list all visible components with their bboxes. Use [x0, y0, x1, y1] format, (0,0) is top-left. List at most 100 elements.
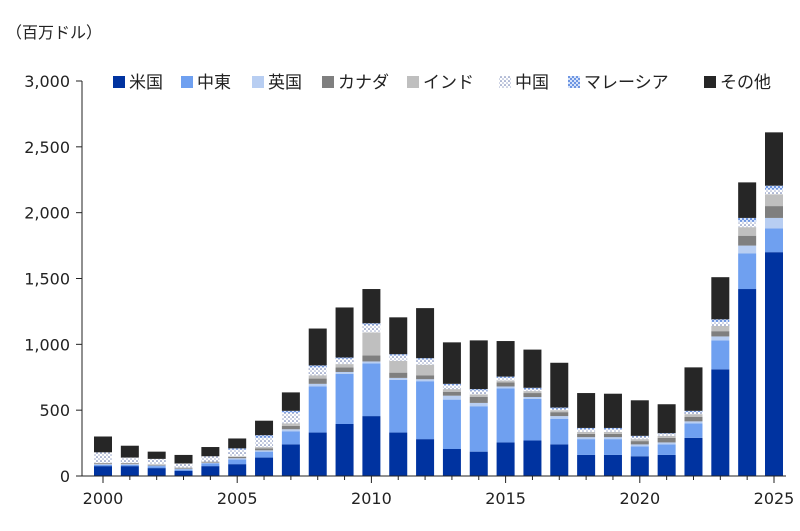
bar-segment-その他-2005 — [228, 438, 247, 449]
bar-2001 — [120, 445, 139, 476]
bar-2004 — [201, 447, 220, 476]
bar-segment-インド-2008 — [308, 375, 327, 379]
bar-segment-中東-2013 — [442, 399, 461, 450]
bar-segment-インド-2020 — [630, 439, 649, 442]
bar-segment-マレーシア-2023 — [711, 319, 730, 322]
legend-item-カナダ: カナダ — [322, 73, 389, 93]
bar-segment-中東-2017 — [550, 418, 569, 445]
bar-segment-インド-2024 — [738, 227, 757, 236]
bar-segment-中国-2019 — [603, 429, 622, 432]
bar-segment-米国-2008 — [308, 432, 327, 476]
bar-segment-中国-2006 — [255, 437, 274, 448]
legend-label: インド — [423, 73, 474, 93]
bar-segment-中東-2021 — [657, 444, 676, 455]
bar-segment-インド-2009 — [335, 364, 354, 368]
bar-segment-その他-2024 — [738, 182, 757, 218]
bar-segment-中東-2020 — [630, 446, 649, 457]
bar-segment-マレーシア-2008 — [308, 365, 327, 368]
x-tick-label: 2005 — [217, 489, 258, 508]
bar-segment-カナダ-2011 — [389, 372, 408, 378]
bar-segment-中国-2022 — [684, 412, 703, 415]
bar-segment-カナダ-2018 — [577, 433, 596, 438]
bar-segment-英国-2009 — [335, 371, 354, 374]
bar-segment-英国-2007 — [281, 429, 300, 432]
bar-segment-インド-2013 — [442, 389, 461, 392]
bar-segment-英国-2000 — [94, 464, 112, 465]
bar-segment-その他-2004 — [201, 447, 220, 457]
y-tick-label: 500 — [39, 401, 70, 420]
bar-segment-中国-2020 — [630, 436, 649, 440]
bar-segment-中国-2000 — [94, 452, 112, 463]
bar-segment-カナダ-2012 — [416, 375, 435, 380]
bar-segment-中東-2025 — [765, 228, 783, 253]
bar-segment-インド-2025 — [765, 194, 783, 207]
bar-segment-英国-2001 — [120, 464, 139, 465]
x-tick-label: 2025 — [754, 489, 795, 508]
bars — [94, 132, 783, 476]
bar-segment-インド-2005 — [228, 456, 247, 457]
bar-segment-その他-2013 — [442, 342, 461, 384]
bar-segment-インド-2016 — [523, 391, 542, 394]
legend-swatch — [704, 76, 716, 88]
y-tick-label: 0 — [60, 467, 70, 486]
legend-swatch — [407, 76, 419, 88]
bar-segment-米国-2009 — [335, 423, 354, 476]
bar-segment-その他-2019 — [603, 393, 622, 428]
bar-segment-マレーシア-2025 — [765, 185, 783, 190]
bar-segment-カナダ-2002 — [147, 464, 166, 466]
bar-segment-その他-2012 — [416, 308, 435, 359]
y-tick-label: 3,000 — [24, 72, 70, 91]
bar-segment-中東-2009 — [335, 373, 354, 424]
bar-segment-中国-2005 — [228, 449, 247, 457]
bar-segment-英国-2025 — [765, 217, 783, 229]
legend-item-中国: 中国 — [499, 73, 549, 93]
bar-segment-米国-2012 — [416, 439, 435, 476]
bar-segment-中国-2013 — [442, 385, 461, 390]
bar-segment-カナダ-2019 — [603, 433, 622, 438]
bar-segment-カナダ-2017 — [550, 412, 569, 417]
bar-segment-マレーシア-2018 — [577, 427, 596, 430]
bar-segment-マレーシア-2005 — [228, 448, 247, 450]
bar-segment-その他-2006 — [255, 420, 274, 436]
bar-2002 — [147, 451, 166, 476]
bar-segment-米国-2023 — [711, 369, 730, 476]
legend-item-その他: その他 — [704, 73, 771, 93]
bar-segment-マレーシア-2022 — [684, 410, 703, 413]
x-tick-label: 2000 — [83, 489, 124, 508]
bar-segment-中国-2017 — [550, 408, 569, 411]
bar-segment-カナダ-2015 — [496, 382, 515, 387]
bar-segment-インド-2010 — [362, 332, 381, 356]
bar-segment-中東-2005 — [228, 459, 247, 465]
bar-segment-マレーシア-2011 — [389, 354, 408, 356]
bar-2015 — [496, 341, 515, 476]
bar-segment-カナダ-2023 — [711, 331, 730, 337]
bar-segment-中国-2021 — [657, 433, 676, 436]
legend-label: カナダ — [338, 73, 389, 93]
bar-segment-インド-2004 — [201, 461, 220, 463]
legend-swatch — [181, 76, 193, 88]
bar-segment-中国-2023 — [711, 321, 730, 326]
legend-swatch — [568, 76, 580, 88]
bar-segment-カナダ-2008 — [308, 378, 327, 384]
bar-2009 — [335, 307, 354, 476]
bar-2021 — [657, 404, 676, 476]
bar-segment-カナダ-2006 — [255, 448, 274, 451]
bar-segment-英国-2016 — [523, 397, 542, 399]
bar-segment-その他-2022 — [684, 367, 703, 411]
bar-segment-米国-2002 — [147, 468, 166, 476]
bar-segment-その他-2000 — [94, 436, 112, 453]
bar-segment-英国-2012 — [416, 379, 435, 382]
bar-segment-英国-2006 — [255, 450, 274, 452]
bar-segment-米国-2013 — [442, 449, 461, 476]
bar-segment-その他-2021 — [657, 404, 676, 434]
bar-segment-インド-2023 — [711, 325, 730, 332]
legend-label: 中国 — [515, 73, 549, 93]
bar-segment-その他-2009 — [335, 307, 354, 358]
bar-segment-英国-2010 — [362, 361, 381, 364]
bar-segment-その他-2015 — [496, 341, 515, 377]
bar-segment-米国-2018 — [577, 454, 596, 476]
bar-2017 — [550, 362, 569, 476]
bar-segment-カナダ-2013 — [442, 391, 461, 396]
bar-segment-その他-2010 — [362, 289, 381, 324]
bar-segment-中東-2001 — [120, 464, 139, 467]
